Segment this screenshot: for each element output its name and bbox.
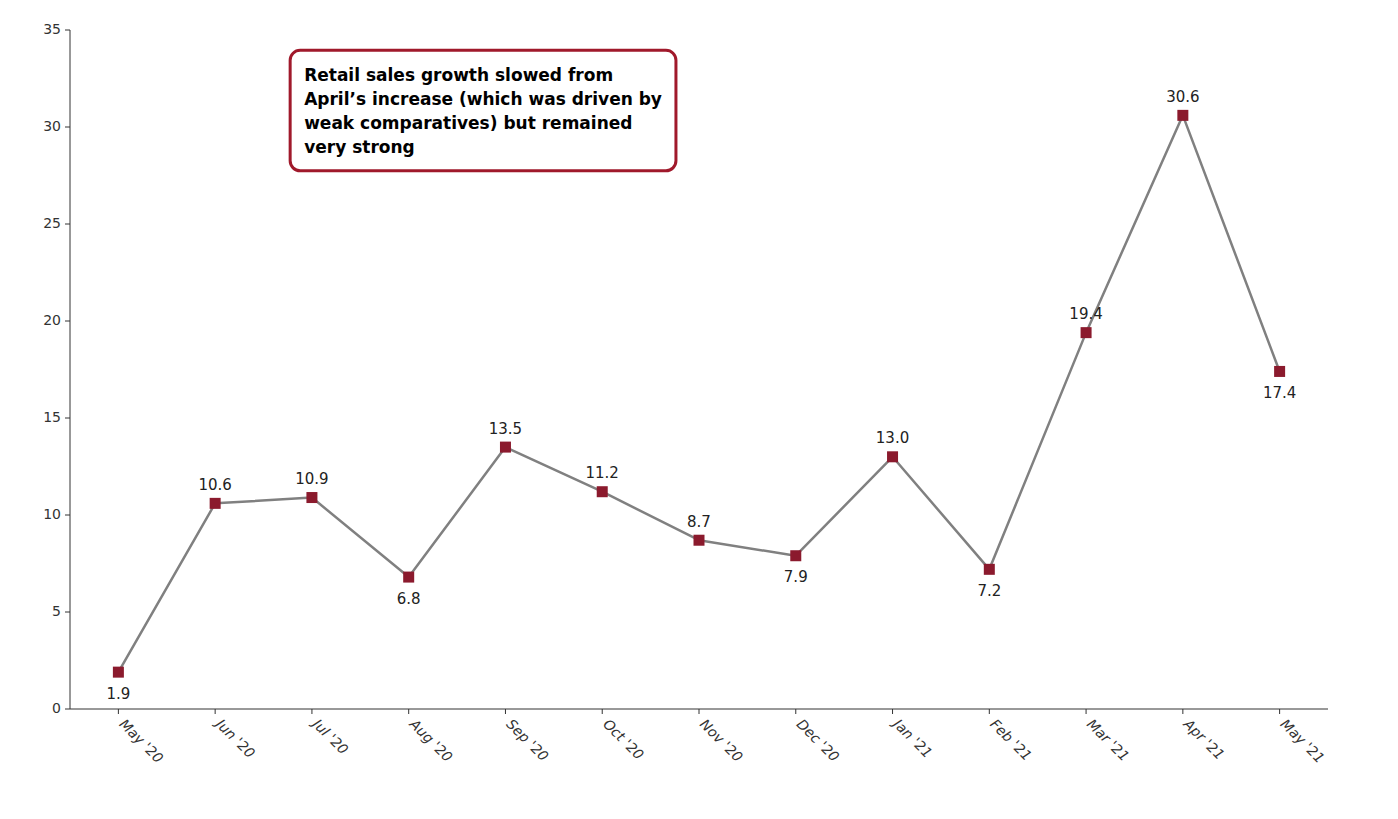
x-tick — [215, 709, 216, 714]
x-tick-label: Dec '20 — [794, 716, 843, 765]
data-label: 6.8 — [397, 590, 421, 608]
marker — [597, 486, 608, 497]
y-tick-label: 30 — [43, 118, 61, 134]
x-tick-label: May '20 — [116, 716, 166, 766]
y-axis-line — [70, 30, 71, 709]
x-tick — [118, 709, 119, 714]
y-tick — [65, 224, 70, 225]
x-tick-label: Jun '20 — [211, 714, 258, 761]
marker — [1274, 366, 1285, 377]
x-tick — [1279, 709, 1280, 714]
marker — [210, 498, 221, 509]
data-label: 10.6 — [198, 476, 231, 494]
x-tick-label: Jul '20 — [308, 714, 352, 758]
x-tick-label: Aug '20 — [406, 715, 456, 765]
chart: 0 5 10 15 20 25 30 35 May '20 Jun '20 Jul '20 Aug '… — [0, 0, 1398, 819]
x-tick — [505, 709, 506, 714]
data-label: 11.2 — [586, 464, 619, 482]
y-tick — [65, 418, 70, 419]
y-tick-label: 35 — [43, 21, 61, 37]
y-tick — [65, 321, 70, 322]
data-label: 19.4 — [1069, 305, 1102, 323]
y-tick-label: 25 — [43, 215, 61, 231]
marker — [500, 442, 511, 453]
annotation-text: Retail sales growth slowed fromApril’s i… — [304, 65, 662, 156]
chart-container: 0 5 10 15 20 25 30 35 May '20 Jun '20 Jul '20 Aug '… — [0, 0, 1398, 819]
annotation-frame — [290, 50, 676, 170]
y-tick — [65, 30, 70, 31]
data-label: 7.9 — [784, 568, 808, 586]
data-label: 30.6 — [1166, 88, 1199, 106]
marker — [403, 572, 414, 583]
marker — [1177, 110, 1188, 121]
axes: 0 5 10 15 20 25 30 35 May '20 Jun '20 Jul '20 Aug '… — [43, 21, 1328, 766]
x-tick-label: Jan '21 — [888, 714, 935, 761]
y-tick-label: 0 — [52, 700, 61, 716]
data-label: 7.2 — [977, 582, 1001, 600]
x-tick — [1086, 709, 1087, 714]
data-label: 13.0 — [876, 429, 909, 447]
y-tick-label: 10 — [43, 506, 61, 522]
x-tick-label: Apr '21 — [1180, 715, 1228, 763]
x-tick-label: Sep '20 — [503, 716, 552, 765]
x-tick — [1182, 709, 1183, 714]
marker — [113, 667, 124, 678]
marker — [1081, 327, 1092, 338]
x-tick — [989, 709, 990, 714]
annotation-box: Retail sales growth slowed fromApril’s i… — [290, 50, 676, 170]
x-tick-label: May '21 — [1277, 716, 1327, 766]
y-tick-label: 20 — [43, 312, 61, 328]
data-label: 17.4 — [1263, 384, 1296, 402]
data-labels: 1.9 10.6 10.9 6.8 13.5 11.2 8.7 7.9 13.0 7.2 19.4 3… — [106, 88, 1296, 703]
marker — [306, 492, 317, 503]
y-tick — [65, 515, 70, 516]
x-tick — [699, 709, 700, 714]
y-tick — [65, 709, 70, 710]
x-tick-label: Nov '20 — [697, 716, 746, 765]
x-tick-label: Oct '20 — [600, 716, 647, 763]
data-label: 13.5 — [489, 420, 522, 438]
x-tick-label: Mar '21 — [1084, 716, 1132, 764]
x-tick-label: Feb '21 — [987, 716, 1035, 764]
x-tick — [602, 709, 603, 714]
marker — [887, 451, 898, 462]
data-label: 1.9 — [106, 685, 130, 703]
marker — [694, 535, 705, 546]
plot-area — [113, 110, 1285, 678]
x-tick — [795, 709, 796, 714]
marker — [790, 550, 801, 561]
marker — [984, 564, 995, 575]
data-label: 10.9 — [295, 470, 328, 488]
x-tick — [408, 709, 409, 714]
line — [118, 115, 1279, 672]
y-tick — [65, 612, 70, 613]
data-label: 8.7 — [687, 513, 711, 531]
x-tick — [311, 709, 312, 714]
y-tick — [65, 127, 70, 128]
y-tick-label: 5 — [52, 603, 61, 619]
y-tick-label: 15 — [43, 409, 61, 425]
x-tick — [892, 709, 893, 714]
